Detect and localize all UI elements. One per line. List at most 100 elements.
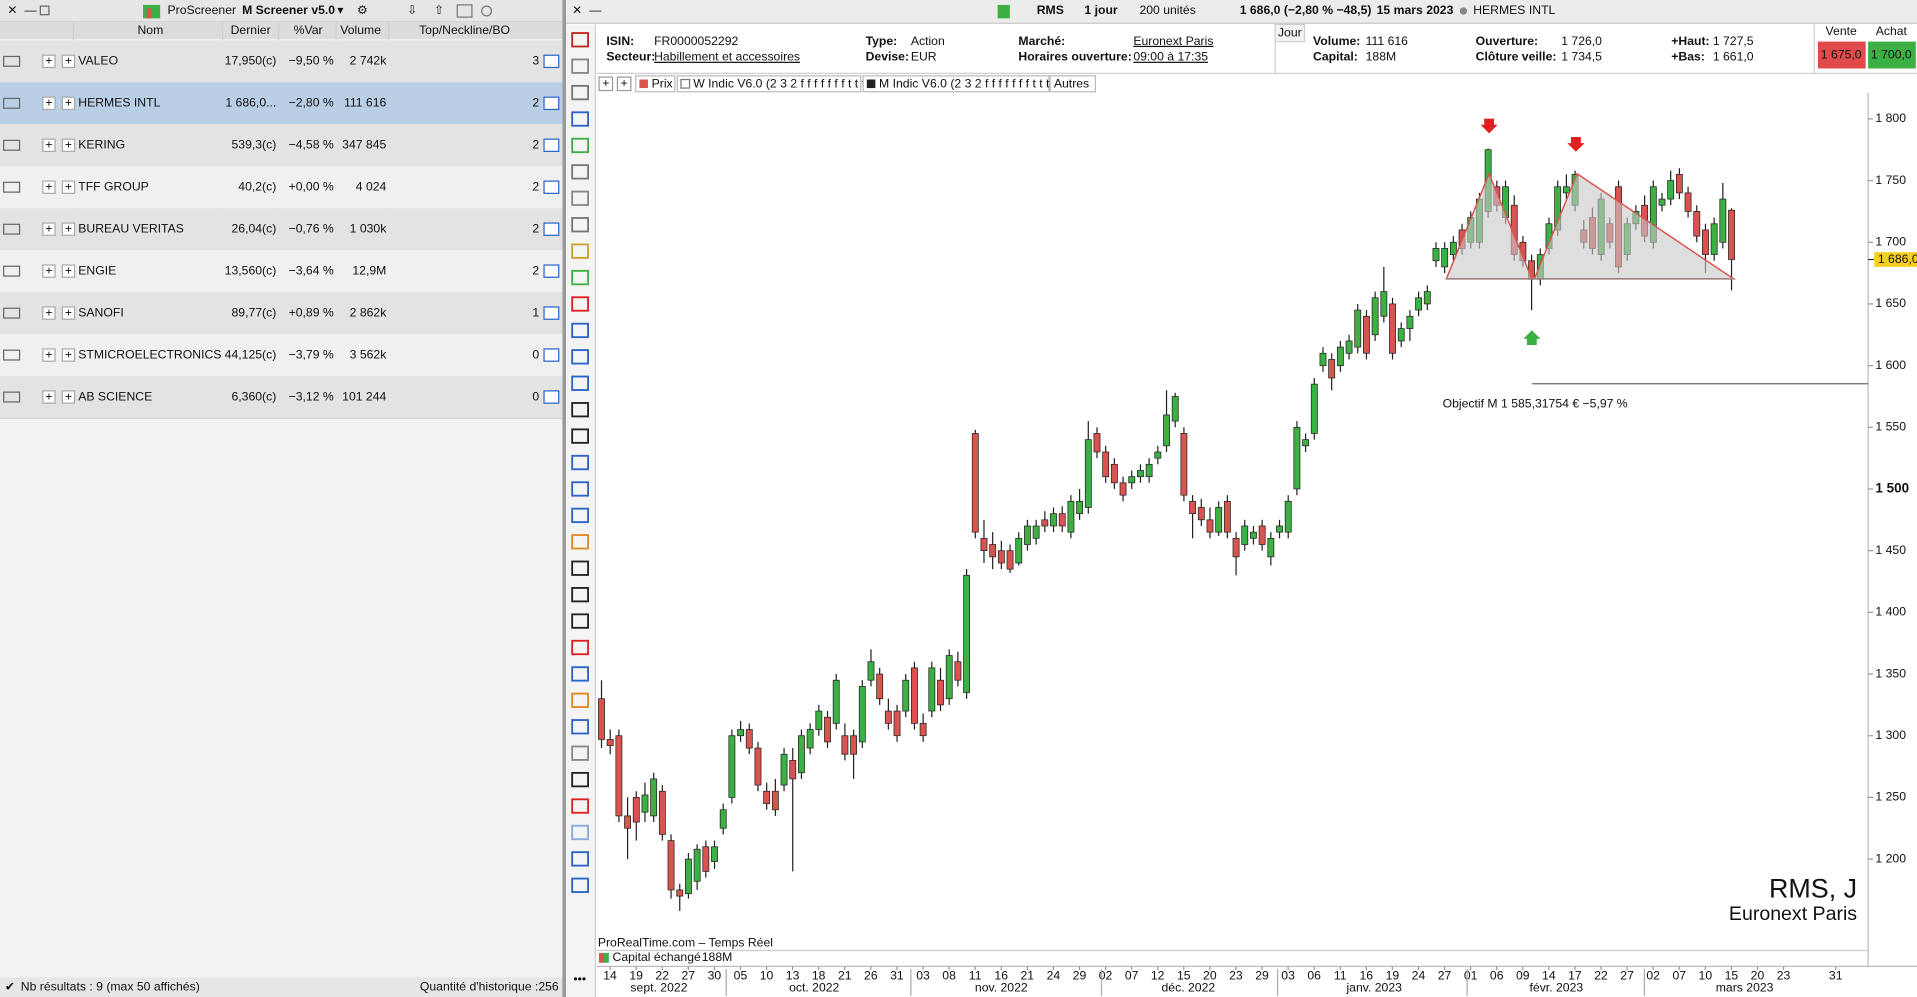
- drawing-tool[interactable]: [571, 58, 589, 74]
- legend-item[interactable]: [676, 75, 862, 93]
- row-background[interactable]: [0, 40, 563, 83]
- row-sell-glyph[interactable]: +: [45, 221, 52, 235]
- symbol-selector[interactable]: RMS: [1037, 3, 1064, 17]
- legend-item[interactable]: [1049, 75, 1097, 93]
- legend-label[interactable]: W Indic V6.0 (2 3 2 f f f f f f f t t t): [693, 77, 869, 91]
- row-open-chart[interactable]: [543, 180, 560, 194]
- row-open-chart[interactable]: [543, 390, 560, 404]
- legend-label[interactable]: Prix: [652, 77, 673, 91]
- drawing-tool[interactable]: [571, 692, 589, 708]
- row-open-chart[interactable]: [543, 138, 560, 152]
- stock-name[interactable]: SANOFI: [78, 305, 123, 319]
- row-buy-glyph[interactable]: +: [65, 96, 72, 110]
- row-buy-glyph[interactable]: +: [65, 138, 72, 152]
- row-buy-icon[interactable]: [61, 54, 76, 69]
- period-selector[interactable]: 1 jour: [1084, 3, 1118, 17]
- row-buy-icon[interactable]: [61, 180, 76, 194]
- buy-button[interactable]: [1868, 41, 1916, 69]
- screener-tab[interactable]: ProScreener: [167, 3, 236, 17]
- buy-price[interactable]: 1 700,0: [1871, 47, 1912, 61]
- drawing-tool[interactable]: [571, 587, 589, 603]
- row-sell-icon[interactable]: [42, 348, 56, 362]
- stock-name[interactable]: TFF GROUP: [78, 179, 149, 193]
- row-buy-glyph[interactable]: +: [65, 305, 72, 319]
- field-link[interactable]: Habillement et accessoires: [654, 50, 800, 64]
- column-header[interactable]: Dernier: [231, 23, 271, 37]
- tab[interactable]: [1274, 23, 1306, 43]
- stock-name[interactable]: BUREAU VERITAS: [78, 221, 184, 235]
- units-selector[interactable]: 200 unités: [1139, 3, 1195, 17]
- row-sell-icon[interactable]: [42, 138, 56, 152]
- row-buy-icon[interactable]: [61, 306, 76, 320]
- drawing-tool[interactable]: [571, 877, 589, 893]
- drawing-tool[interactable]: [571, 745, 589, 761]
- screener-row[interactable]: + + SANOFI 89,77(c) +0,89 % 2 862k 1: [0, 292, 563, 335]
- minimize-button[interactable]: —: [589, 3, 602, 17]
- drawing-tool[interactable]: [571, 243, 589, 259]
- legend-label[interactable]: Autres: [1054, 77, 1089, 91]
- add-icon[interactable]: +: [621, 76, 628, 90]
- row-buy-glyph[interactable]: +: [65, 263, 72, 277]
- row-buy-icon[interactable]: [61, 222, 76, 236]
- row-open-chart[interactable]: [543, 348, 560, 362]
- drawing-tool[interactable]: [571, 349, 589, 365]
- row-chart-icon[interactable]: [3, 181, 21, 193]
- drawing-tool[interactable]: [571, 798, 589, 814]
- row-sell-glyph[interactable]: +: [45, 96, 52, 110]
- close-button[interactable]: ✕: [572, 3, 582, 17]
- settings-icon[interactable]: ⚙: [357, 3, 368, 17]
- row-sell-glyph[interactable]: +: [45, 305, 52, 319]
- legend-label[interactable]: M Indic V6.0 (2 3 2 f f f f f f f t t t): [879, 77, 1053, 91]
- row-buy-icon[interactable]: [61, 390, 76, 404]
- sell-button[interactable]: [1817, 41, 1866, 69]
- row-chart-icon[interactable]: [3, 97, 21, 109]
- close-button[interactable]: ✕: [7, 3, 17, 17]
- more-tools[interactable]: •••: [573, 972, 586, 986]
- row-sell-icon[interactable]: [42, 264, 56, 278]
- row-background[interactable]: [0, 82, 563, 125]
- row-sell-glyph[interactable]: +: [45, 138, 52, 152]
- row-buy-glyph[interactable]: +: [65, 221, 72, 235]
- share-icon[interactable]: [481, 5, 493, 17]
- column-header[interactable]: Volume: [340, 23, 381, 37]
- tab-label[interactable]: Jour: [1278, 25, 1302, 39]
- row-sell-icon[interactable]: [42, 96, 56, 111]
- row-buy-glyph[interactable]: +: [65, 54, 72, 68]
- drawing-tool[interactable]: [571, 771, 589, 788]
- add-indicator[interactable]: [616, 76, 632, 92]
- splitter[interactable]: [562, 0, 567, 997]
- row-open-chart[interactable]: [543, 264, 560, 278]
- stock-name[interactable]: ENGIE: [78, 263, 116, 277]
- legend-item[interactable]: [862, 75, 1050, 93]
- row-sell-glyph[interactable]: +: [45, 54, 52, 68]
- upload-icon[interactable]: ⇧: [434, 3, 444, 17]
- row-buy-icon[interactable]: [61, 348, 76, 362]
- row-buy-icon[interactable]: [61, 264, 76, 278]
- row-sell-glyph[interactable]: +: [45, 263, 52, 277]
- stock-name[interactable]: HERMES INTL: [78, 96, 160, 110]
- grid-icon[interactable]: [456, 4, 473, 18]
- drawing-tool[interactable]: [571, 111, 589, 127]
- row-open-chart[interactable]: [543, 222, 560, 236]
- drawing-tool[interactable]: [571, 666, 589, 682]
- row-sell-glyph[interactable]: +: [45, 389, 52, 403]
- screener-row[interactable]: + + VALEO 17,950(c) −9,50 % 2 742k 3: [0, 40, 563, 83]
- field-link[interactable]: 09:00 à 17:35: [1133, 50, 1208, 64]
- drawing-tool[interactable]: [571, 269, 589, 286]
- row-chart-icon[interactable]: [3, 223, 21, 235]
- row-chart-icon[interactable]: [3, 55, 21, 67]
- drawing-tool[interactable]: [571, 164, 589, 180]
- row-buy-icon[interactable]: [61, 96, 76, 111]
- stock-name[interactable]: VALEO: [78, 54, 118, 68]
- drawing-tool[interactable]: [571, 217, 589, 233]
- add-indicator[interactable]: [598, 76, 614, 92]
- screener-row[interactable]: + + STMICROELECTRONICS 44,125(c) −3,79 % 3 56…: [0, 334, 563, 377]
- row-buy-glyph[interactable]: +: [65, 347, 72, 361]
- stock-name[interactable]: KERING: [78, 138, 125, 152]
- drawing-tool[interactable]: [571, 190, 589, 206]
- add-icon[interactable]: +: [602, 76, 609, 90]
- drawing-tool[interactable]: [571, 375, 589, 391]
- drawing-tool[interactable]: [571, 481, 589, 497]
- field-link[interactable]: Euronext Paris: [1133, 34, 1213, 48]
- row-sell-icon[interactable]: [42, 306, 56, 320]
